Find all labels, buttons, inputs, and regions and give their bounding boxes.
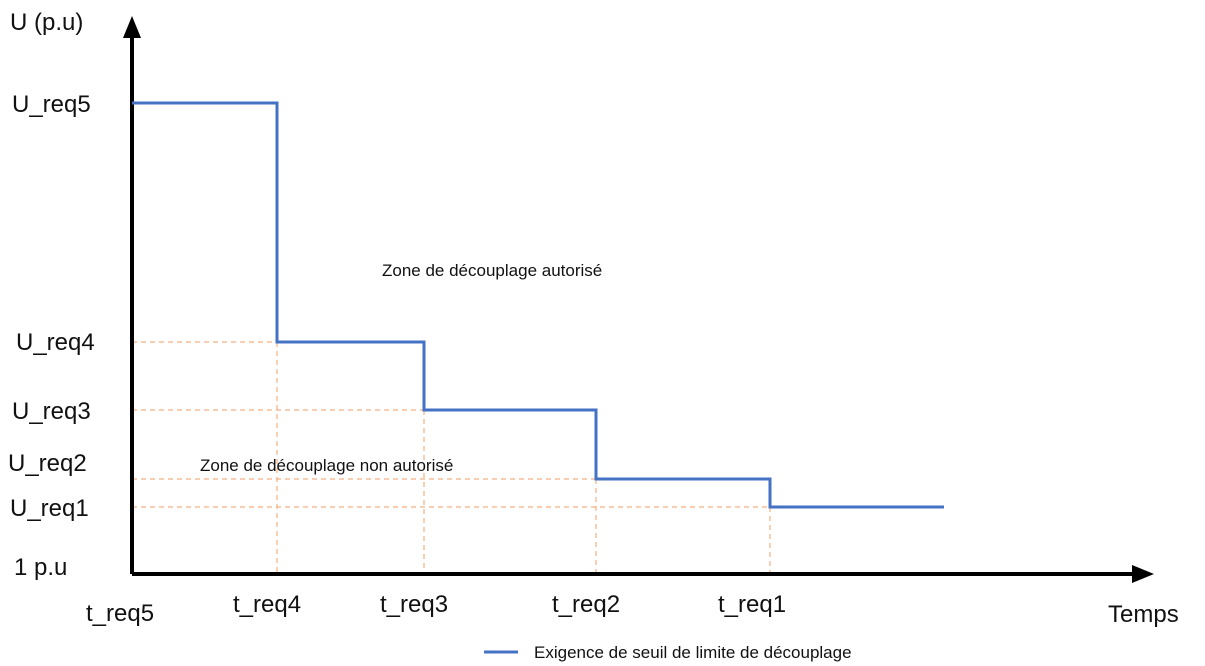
guide-lines — [132, 341, 771, 574]
y-tick-label-U_req2: U_req2 — [8, 450, 87, 477]
y-tick-label-U_req4: U_req4 — [16, 329, 95, 356]
x-tick-label-t_req3: t_req3 — [380, 591, 448, 618]
zone-authorized-label: Zone de découplage autorisé — [382, 261, 602, 280]
series-layer — [132, 101, 944, 509]
y-tick-label-U_req3: U_req3 — [12, 398, 91, 425]
y-axis-title: U (p.u) — [10, 9, 83, 36]
zone-not-authorized-label: Zone de découplage non autorisé — [200, 456, 453, 475]
y-tick-label-U_req5: U_req5 — [12, 91, 91, 118]
labels-layer: t_req5 t_req4 t_req3 t_req2 t_req1 U_req5 U_re… — [8, 91, 786, 627]
x-tick-label-t_req4: t_req4 — [233, 591, 301, 618]
x-axis-title: Temps — [1108, 601, 1179, 628]
legend-label: Exigence de seuil de limite de découplag… — [534, 643, 852, 662]
series-line-seuil — [132, 101, 944, 509]
y-tick-label-U_req1: U_req1 — [10, 495, 89, 522]
y-origin-label: 1 p.u — [14, 554, 67, 581]
x-tick-label-t_req5: t_req5 — [86, 600, 154, 627]
axes — [123, 16, 1154, 583]
x-tick-label-t_req2: t_req2 — [552, 591, 620, 618]
y-axis-arrow-icon — [123, 16, 141, 38]
x-axis-arrow-icon — [1132, 565, 1154, 583]
x-tick-label-t_req1: t_req1 — [718, 591, 786, 618]
